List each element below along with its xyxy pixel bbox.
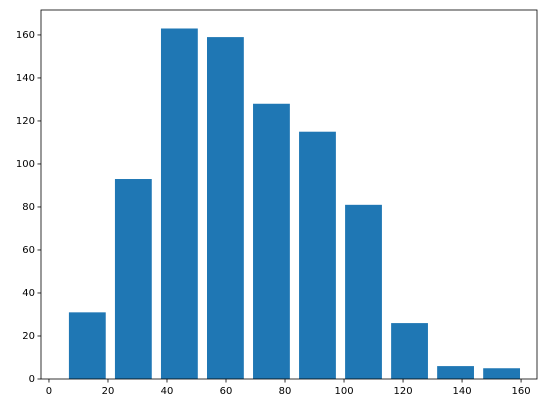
- y-tick-label: 0: [29, 374, 35, 385]
- y-tick-label: 160: [16, 30, 35, 41]
- bar: [391, 323, 428, 379]
- x-tick-label: 140: [453, 386, 472, 397]
- y-tick-label: 40: [22, 288, 35, 299]
- bar: [483, 368, 521, 379]
- x-tick-label: 100: [334, 386, 353, 397]
- bar: [160, 28, 198, 379]
- bar: [299, 131, 336, 379]
- bar: [253, 103, 290, 379]
- x-tick-label: 40: [161, 386, 174, 397]
- y-tick-label: 120: [16, 116, 35, 127]
- bar: [68, 312, 106, 379]
- x-tick-label: 160: [512, 386, 531, 397]
- x-tick-label: 20: [102, 386, 115, 397]
- y-tick-label: 100: [16, 159, 35, 170]
- axes-frame: [40, 9, 538, 380]
- y-tick-label: 140: [16, 73, 35, 84]
- x-tick-label: 60: [220, 386, 233, 397]
- bar: [345, 204, 382, 379]
- x-tick-label: 0: [46, 386, 52, 397]
- bar: [207, 37, 244, 379]
- bar: [114, 179, 152, 379]
- y-tick-label: 60: [22, 245, 35, 256]
- y-tick-label: 80: [22, 202, 35, 213]
- y-tick-label: 20: [22, 331, 35, 342]
- bar: [437, 366, 474, 379]
- x-tick-label: 80: [279, 386, 292, 397]
- x-tick-label: 120: [393, 386, 412, 397]
